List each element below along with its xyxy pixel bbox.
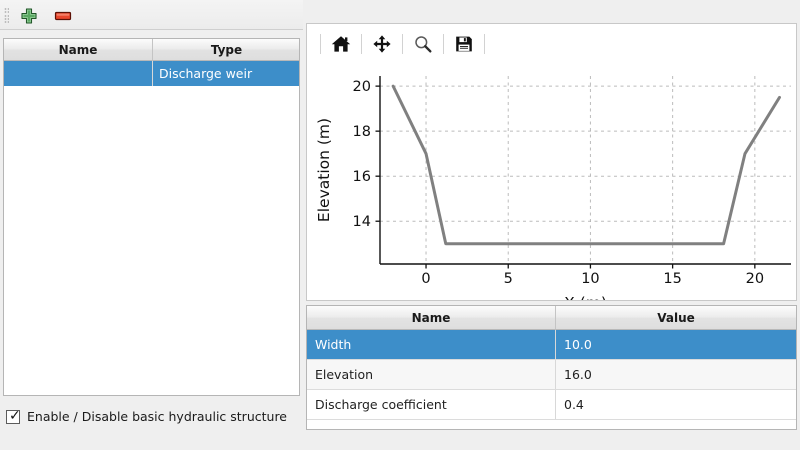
right-panel: 0 5 10 15 20 14 16 18 20 Elevation (m) X (m) Name… <box>303 0 800 450</box>
enable-structure-label: Enable / Disable basic hydraulic structu… <box>27 409 287 424</box>
cross-section-chart: 0 5 10 15 20 14 16 18 20 Elevation (m) X (m) <box>315 76 791 301</box>
magnifier-icon <box>415 36 432 53</box>
toolbar-separator <box>402 34 403 54</box>
svg-text:X (m): X (m) <box>564 294 607 301</box>
column-header-type[interactable]: Type <box>153 39 299 61</box>
green-plus-icon <box>21 7 37 24</box>
svg-text:20: 20 <box>746 271 764 287</box>
svg-text:10: 10 <box>581 271 599 287</box>
save-button[interactable] <box>449 30 479 58</box>
column-header-name[interactable]: Name <box>307 306 556 330</box>
red-minus-icon <box>54 11 72 20</box>
svg-text:20: 20 <box>353 79 371 95</box>
chart-tick-labels: 0 5 10 15 20 14 16 18 20 <box>353 79 765 287</box>
cell-property-name[interactable]: Discharge coefficient <box>307 390 556 419</box>
checkmark-icon: ✓ <box>9 407 21 424</box>
toolbar-separator <box>443 34 444 54</box>
zoom-button[interactable] <box>408 30 438 58</box>
table-row[interactable]: Discharge coefficient 0.4 <box>307 390 796 420</box>
chart-series <box>391 84 781 246</box>
plot-frame: 0 5 10 15 20 14 16 18 20 Elevation (m) X (m) <box>306 23 797 301</box>
enable-structure-checkbox[interactable]: ✓ <box>6 407 21 424</box>
cell-property-value[interactable]: 0.4 <box>564 397 584 412</box>
toolbar-separator <box>484 34 485 54</box>
column-header-name[interactable]: Name <box>4 39 153 61</box>
left-panel: Name Type Discharge weir ✓ Enable / Disa… <box>0 0 303 450</box>
chart-axis-labels: Elevation (m) X (m) <box>315 118 607 301</box>
svg-text:5: 5 <box>504 271 513 287</box>
properties-table-header: Name Value <box>307 306 796 330</box>
structures-table-header: Name Type <box>4 39 299 61</box>
cell-property-name[interactable]: Width <box>307 330 556 359</box>
toolbar-separator <box>320 34 321 54</box>
svg-text:Elevation (m): Elevation (m) <box>315 118 333 222</box>
svg-text:0: 0 <box>421 271 430 287</box>
remove-structure-button[interactable] <box>52 5 74 26</box>
cell-property-value[interactable]: 10.0 <box>556 330 796 359</box>
enable-structure-checkbox-row[interactable]: ✓ Enable / Disable basic hydraulic struc… <box>6 409 287 424</box>
move-icon <box>373 35 391 53</box>
properties-table[interactable]: Name Value Width 10.0 Elevation 16.0 Dis… <box>306 305 797 430</box>
table-row[interactable]: Discharge weir <box>4 61 299 86</box>
cell-structure-name[interactable] <box>4 61 153 86</box>
column-header-value[interactable]: Value <box>556 306 796 330</box>
chart-gridlines <box>380 76 791 264</box>
structures-toolbar <box>0 0 303 30</box>
home-button[interactable] <box>326 30 356 58</box>
floppy-disk-icon <box>456 36 472 52</box>
structures-table[interactable]: Name Type Discharge weir <box>3 38 300 396</box>
svg-text:16: 16 <box>353 169 371 185</box>
plot-canvas[interactable]: 0 5 10 15 20 14 16 18 20 Elevation (m) X (m) <box>307 64 796 301</box>
cell-structure-type[interactable]: Discharge weir <box>153 61 299 86</box>
pan-button[interactable] <box>367 30 397 58</box>
table-row[interactable]: Width 10.0 <box>307 330 796 360</box>
cell-property-name[interactable]: Elevation <box>307 360 556 389</box>
drag-handle-icon[interactable] <box>4 8 9 23</box>
table-row[interactable]: Elevation 16.0 <box>307 360 796 390</box>
svg-text:14: 14 <box>353 214 371 230</box>
svg-text:15: 15 <box>663 271 681 287</box>
cell-property-value[interactable]: 16.0 <box>556 360 796 389</box>
add-structure-button[interactable] <box>18 5 40 26</box>
toolbar-separator <box>361 34 362 54</box>
chart-axes <box>375 76 791 269</box>
home-icon <box>331 36 351 52</box>
svg-text:18: 18 <box>353 124 371 140</box>
matplotlib-toolbar <box>307 24 796 64</box>
